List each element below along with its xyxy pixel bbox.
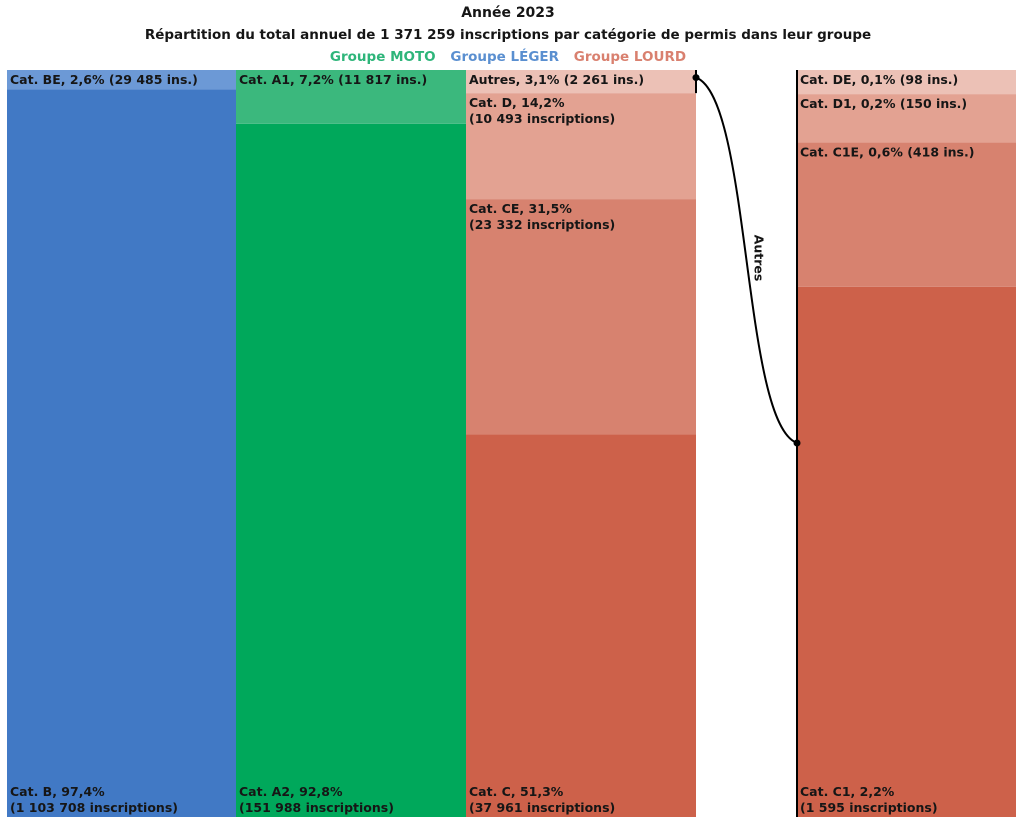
bar-segment-autres	[466, 70, 696, 94]
bar-segment-cat-d	[466, 93, 696, 200]
segment-label-cat-a2: Cat. A2, 92,8%	[239, 784, 343, 799]
segment-count-cat-c1: (1 595 inscriptions)	[800, 800, 938, 815]
bar-segment-cat-be	[7, 70, 236, 90]
legend-item-leger: Groupe LÉGER	[450, 49, 560, 65]
segment-label-cat-d: Cat. D, 14,2%	[469, 95, 565, 110]
bar-segment-cat-de-detail	[797, 70, 1016, 95]
segment-label-autres: Autres, 3,1% (2 261 ins.)	[469, 72, 644, 87]
connector-label: Autres	[752, 235, 767, 282]
segment-label-cat-c1e: Cat. C1E, 0,6% (418 ins.)	[800, 144, 974, 159]
legend: Groupe MOTO Groupe LÉGER Groupe LOURD	[0, 49, 1016, 65]
bar-segment-cat-c1-detail	[797, 286, 1016, 817]
segment-label-cat-de: Cat. DE, 0,1% (98 ins.)	[800, 72, 958, 87]
bar-segment-cat-ce	[466, 199, 696, 435]
bar-segment-cat-a2	[236, 123, 466, 817]
legend-item-moto: Groupe MOTO	[329, 49, 436, 65]
segment-count-cat-d: (10 493 inscriptions)	[469, 111, 615, 126]
connector-dot-start	[692, 74, 700, 82]
segment-count-cat-c: (37 961 inscriptions)	[469, 800, 615, 815]
segment-label-cat-a1: Cat. A1, 7,2% (11 817 ins.)	[239, 72, 427, 87]
bar-segment-cat-a1	[236, 70, 466, 124]
bar-segment-cat-b	[7, 89, 236, 817]
segment-label-cat-ce: Cat. CE, 31,5%	[469, 201, 572, 216]
segment-count-cat-a2: (151 988 inscriptions)	[239, 800, 394, 815]
segment-label-cat-c1: Cat. C1, 2,2%	[800, 784, 895, 799]
bar-segment-cat-d1-detail	[797, 94, 1016, 143]
segment-label-cat-be: Cat. BE, 2,6% (29 485 ins.)	[10, 72, 198, 87]
segment-label-cat-c: Cat. C, 51,3%	[469, 784, 564, 799]
segment-label-cat-b: Cat. B, 97,4%	[10, 784, 105, 799]
segment-label-cat-d1: Cat. D1, 0,2% (150 ins.)	[800, 96, 967, 111]
chart-title: Année 2023	[461, 5, 555, 21]
chart-subtitle: Répartition du total annuel de 1 371 259…	[144, 27, 872, 43]
bar-segment-cat-c	[466, 434, 696, 817]
segment-count-cat-ce: (23 332 inscriptions)	[469, 217, 615, 232]
autres-connector	[695, 76, 798, 444]
connector-dot-end	[793, 439, 801, 447]
legend-item-lourd: Groupe LOURD	[573, 49, 687, 65]
segment-count-cat-b: (1 103 708 inscriptions)	[10, 800, 178, 815]
bar-segment-cat-c1e-detail	[797, 142, 1016, 287]
